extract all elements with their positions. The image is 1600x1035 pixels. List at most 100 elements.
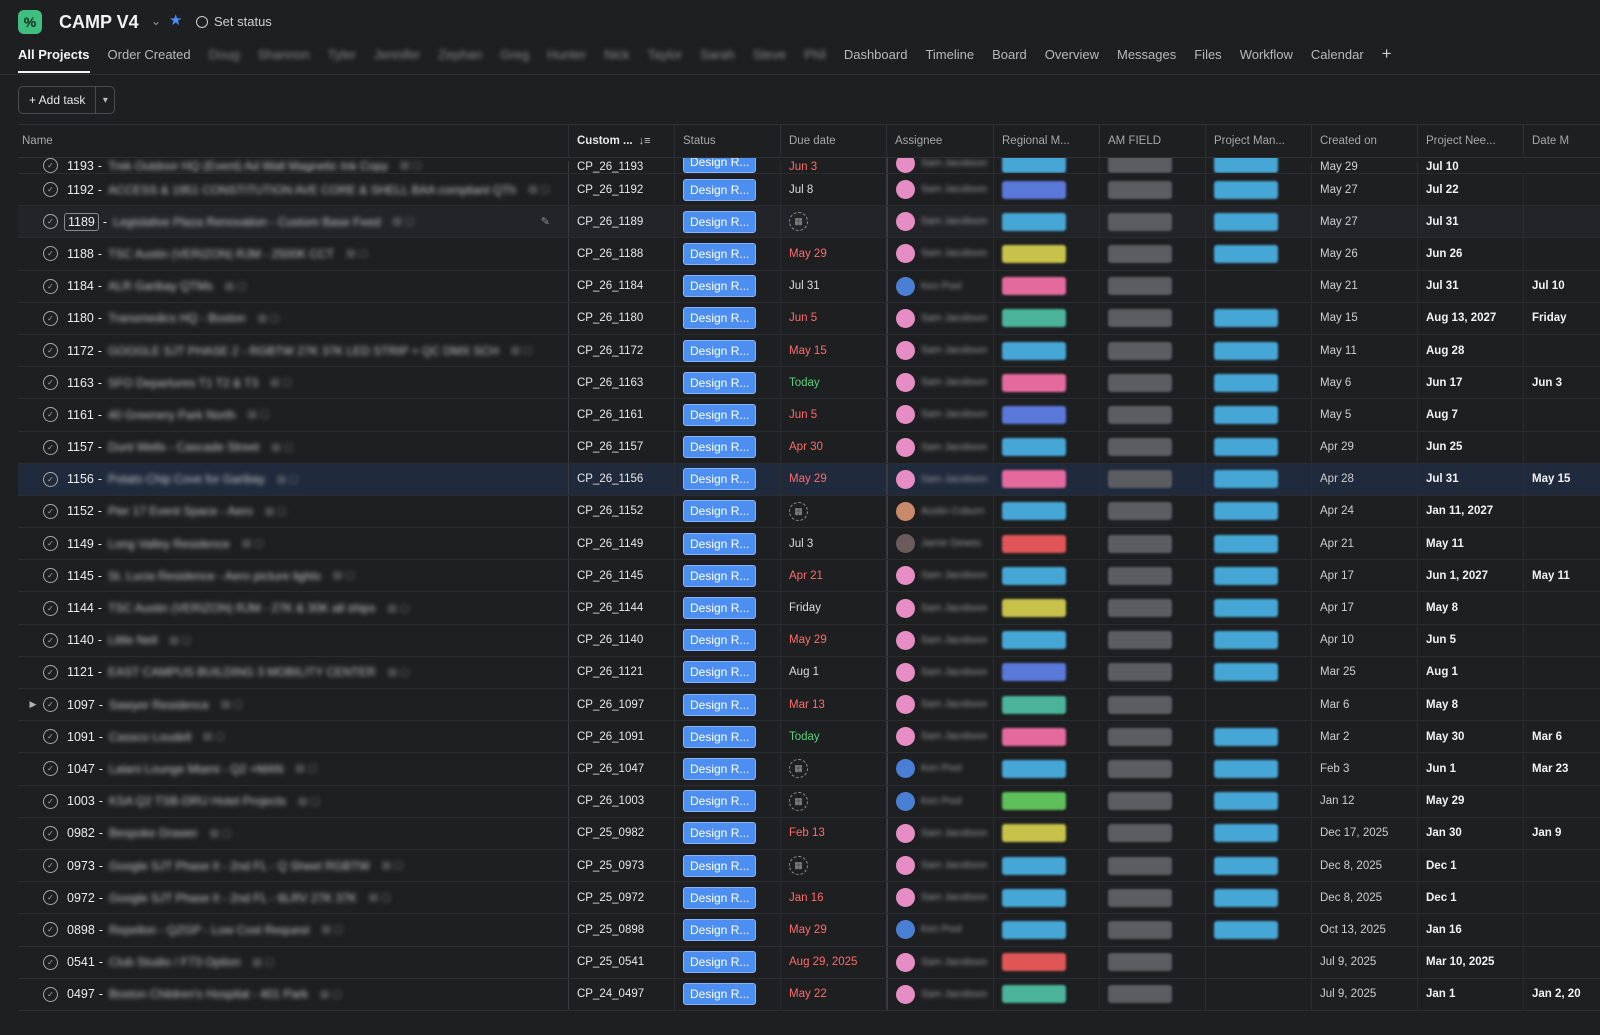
name-cell[interactable]: ✓ 0982- Bespoke Drawer ▤ ▢ — [18, 818, 568, 849]
project-title[interactable]: CAMP V4 — [59, 12, 139, 32]
name-cell[interactable]: ✓ 0898- Repellon - QZGP - Low Cost Request… — [18, 914, 568, 945]
column-header-project-need[interactable]: Project Nee... — [1417, 125, 1523, 157]
regional-manager-cell[interactable] — [993, 721, 1099, 753]
task-title[interactable]: ACCESS & 1951 CONSTITUTION AVE CORE & SH… — [108, 182, 517, 197]
regional-manager-cell[interactable] — [993, 849, 1099, 882]
due-date-cell[interactable]: ▦ — [780, 753, 886, 785]
column-header-created-on[interactable]: Created on — [1311, 125, 1417, 157]
regional-manager-cell[interactable] — [993, 158, 1099, 173]
status-badge[interactable]: Design R... — [683, 886, 757, 909]
project-manager-cell[interactable] — [1205, 882, 1311, 914]
custom-id-cell[interactable]: CP_26_1121 — [568, 656, 674, 688]
date-m-cell[interactable] — [1523, 914, 1600, 946]
name-cell[interactable]: ✓ 1047- Lalani Lounge Miami - Q2 +MAN ▤ ▢ — [18, 753, 568, 784]
project-need-cell[interactable]: Jan 30 — [1417, 817, 1523, 849]
regional-manager-cell[interactable] — [993, 914, 1099, 946]
date-m-cell[interactable] — [1523, 431, 1600, 463]
status-cell[interactable]: Design R... — [674, 238, 780, 270]
am-field-cell[interactable] — [1099, 849, 1205, 882]
assignee-cell[interactable]: Sam Jacobson — [886, 206, 993, 238]
custom-id-cell[interactable]: CP_24_0497 — [568, 978, 674, 1010]
task-title[interactable]: TSC Austin (VERIZON) RJM - 2500K CCT — [108, 246, 335, 261]
tab-files[interactable]: Files — [1194, 47, 1222, 62]
name-cell[interactable]: ✓ 1140- Little Nell ▤ ▢ — [18, 625, 568, 656]
complete-checkbox-icon[interactable]: ✓ — [43, 246, 58, 262]
date-m-cell[interactable]: May 11 — [1523, 560, 1600, 592]
star-icon[interactable]: ★ — [169, 12, 183, 29]
task-title[interactable]: 40 Greenery Park North — [108, 407, 236, 422]
project-manager-cell[interactable] — [1205, 753, 1311, 785]
assignee-cell[interactable]: Sam Jacobson — [886, 463, 993, 495]
task-title[interactable]: Trek Outdoor HQ (Event) Ad Wall Magnetic… — [108, 158, 388, 173]
date-m-cell[interactable] — [1523, 946, 1600, 978]
complete-checkbox-icon[interactable]: ✓ — [43, 761, 58, 777]
am-field-cell[interactable] — [1099, 689, 1205, 721]
am-field-cell[interactable] — [1099, 495, 1205, 528]
task-title[interactable]: Google SJT Phase II - 2nd FL - 6LRV 27K … — [108, 890, 357, 905]
custom-id-cell[interactable]: CP_25_0982 — [568, 817, 674, 849]
status-badge[interactable]: Design R... — [683, 158, 757, 173]
complete-checkbox-icon[interactable]: ✓ — [43, 600, 58, 616]
am-field-cell[interactable] — [1099, 592, 1205, 624]
project-manager-cell[interactable] — [1205, 206, 1311, 238]
status-badge[interactable]: Design R... — [683, 436, 757, 459]
project-manager-cell[interactable] — [1205, 656, 1311, 688]
project-need-cell[interactable]: Mar 10, 2025 — [1417, 946, 1523, 978]
status-badge[interactable]: Design R... — [683, 339, 757, 362]
assignee-cell[interactable]: Sam Jacobson — [886, 946, 993, 978]
complete-checkbox-icon[interactable]: ✓ — [43, 375, 58, 391]
assignee-cell[interactable]: Sam Jacobson — [886, 158, 993, 173]
name-cell[interactable]: ✓ 0972- Google SJT Phase II - 2nd FL - 6LR… — [18, 882, 568, 913]
complete-checkbox-icon[interactable]: ✓ — [43, 503, 58, 519]
assignee-cell[interactable]: Sam Jacobson — [886, 689, 993, 721]
assignee-cell[interactable]: Jamie Dewes — [886, 528, 993, 560]
status-cell[interactable]: Design R... — [674, 158, 780, 173]
project-need-cell[interactable]: Jun 1 — [1417, 753, 1523, 785]
tab-sarah[interactable]: Sarah — [700, 47, 735, 62]
custom-id-cell[interactable]: CP_26_1163 — [568, 367, 674, 399]
project-need-cell[interactable]: Jan 16 — [1417, 914, 1523, 946]
assignee-cell[interactable]: Sam Jacobson — [886, 817, 993, 849]
am-field-cell[interactable] — [1099, 753, 1205, 785]
date-m-cell[interactable]: Friday — [1523, 302, 1600, 334]
regional-manager-cell[interactable] — [993, 817, 1099, 849]
calendar-icon[interactable]: ▦ — [789, 791, 808, 811]
regional-manager-cell[interactable] — [993, 367, 1099, 399]
table-row[interactable]: ✓ 1145- St. Lucia Residence - Aero picture… — [18, 560, 1600, 593]
regional-manager-cell[interactable] — [993, 978, 1099, 1010]
regional-manager-cell[interactable] — [993, 399, 1099, 431]
date-m-cell[interactable] — [1523, 624, 1600, 656]
name-cell[interactable]: ✓ 0541- Club Studio / F73 Option ▤ ▢ — [18, 947, 568, 978]
date-m-cell[interactable]: Jun 3 — [1523, 367, 1600, 399]
task-title[interactable]: Long Valley Residence — [108, 536, 230, 551]
project-need-cell[interactable]: Aug 28 — [1417, 334, 1523, 367]
chevron-down-icon[interactable]: ▾ — [102, 94, 108, 106]
custom-id-cell[interactable]: CP_25_0541 — [568, 946, 674, 978]
complete-checkbox-icon[interactable]: ✓ — [43, 632, 58, 648]
name-cell[interactable]: ✓ 1161-40 Greenery Park North ▤ ▢ — [18, 399, 568, 430]
due-date-cell[interactable]: Today — [780, 721, 886, 753]
date-m-cell[interactable]: Jan 2, 20 — [1523, 978, 1600, 1010]
table-row[interactable]: ✓ 0497- Boston Children's Hospital - 401 P… — [18, 978, 1600, 1011]
regional-manager-cell[interactable] — [993, 689, 1099, 721]
regional-manager-cell[interactable] — [993, 624, 1099, 656]
date-m-cell[interactable]: Jan 9 — [1523, 817, 1600, 849]
regional-manager-cell[interactable] — [993, 463, 1099, 495]
project-manager-cell[interactable] — [1205, 624, 1311, 656]
project-need-cell[interactable]: Jul 31 — [1417, 270, 1523, 302]
custom-id-cell[interactable]: CP_26_1149 — [568, 528, 674, 560]
due-date-cell[interactable]: May 29 — [780, 238, 886, 270]
complete-checkbox-icon[interactable]: ✓ — [43, 278, 58, 294]
custom-id-cell[interactable]: CP_26_1003 — [568, 785, 674, 817]
status-cell[interactable]: Design R... — [674, 463, 780, 495]
project-manager-cell[interactable] — [1205, 914, 1311, 946]
project-manager-cell[interactable] — [1205, 495, 1311, 528]
column-header-name[interactable]: Name — [22, 135, 53, 147]
table-row[interactable]: ✓ 0972- Google SJT Phase II - 2nd FL - 6LR… — [18, 882, 1600, 915]
regional-manager-cell[interactable] — [993, 753, 1099, 785]
custom-id-cell[interactable]: CP_26_1047 — [568, 753, 674, 785]
status-badge[interactable]: Design R... — [683, 178, 757, 201]
due-date-cell[interactable]: May 22 — [780, 978, 886, 1010]
project-manager-cell[interactable] — [1205, 560, 1311, 592]
name-cell[interactable]: ✓ 1091- Cassco Loudell ▤ ▢ — [18, 721, 568, 752]
